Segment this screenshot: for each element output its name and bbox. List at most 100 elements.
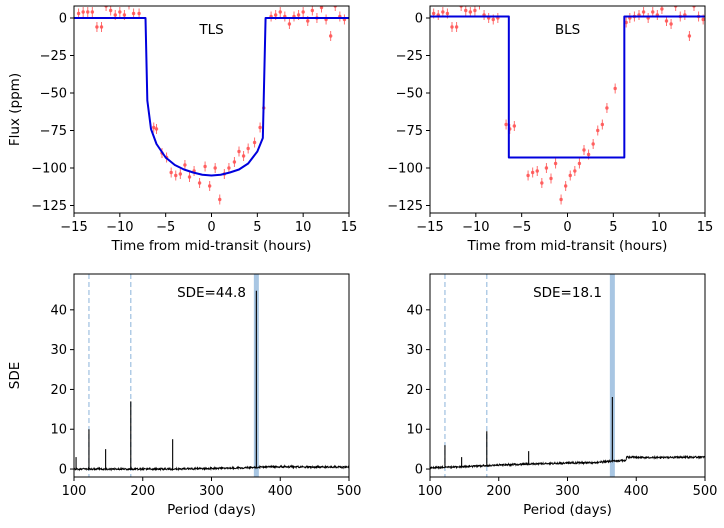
data-point (319, 6, 324, 10)
data-point (641, 10, 646, 14)
data-point (441, 10, 445, 14)
data-point (213, 166, 217, 170)
data-point (99, 25, 104, 29)
data-point (258, 125, 262, 130)
data-point (81, 10, 85, 14)
data-point (273, 13, 278, 17)
transit-tls-panel: TLS−15 −10 −5 0 5 10 150−25−50−75−100−125Time … (7, 5, 357, 254)
data-point (108, 8, 113, 13)
y-tick-label: 0 (59, 12, 67, 27)
x-tick-label: 0 (563, 220, 571, 235)
data-point (131, 11, 136, 16)
x-tick-label: −10 (106, 220, 133, 235)
data-point (301, 10, 305, 14)
y-tick-label: 40 (50, 303, 67, 318)
data-point (118, 10, 122, 14)
x-tick-label: 200 (130, 484, 155, 499)
data-point (122, 13, 127, 17)
data-point (504, 122, 508, 127)
data-point (445, 11, 450, 16)
x-tick-label: 300 (555, 484, 580, 499)
transit-bls-plot-area (430, 6, 705, 205)
data-point (559, 197, 563, 202)
data-point (287, 22, 292, 26)
data-point (152, 125, 156, 130)
data-point (664, 19, 669, 23)
x-tick-label: 5 (253, 220, 261, 235)
x-axis-label: Time from mid-transit (hours) (111, 238, 312, 254)
x-tick-label: 300 (199, 484, 224, 499)
data-point (252, 140, 257, 145)
data-point (183, 163, 187, 167)
data-point (563, 184, 568, 188)
data-point (669, 22, 673, 26)
data-point (573, 169, 577, 173)
data-point (306, 19, 310, 23)
periodogram-bls-plot-area (430, 274, 705, 477)
data-point (95, 25, 99, 29)
data-point (450, 25, 454, 29)
period-highlight-band (609, 274, 615, 477)
axes-frame (73, 273, 350, 478)
y-tick-label: 10 (406, 423, 423, 438)
y-tick-label: 40 (406, 303, 423, 318)
data-point (596, 128, 600, 133)
data-point (203, 164, 207, 169)
data-point (473, 8, 477, 13)
transit-bls-panel: BLS−15 −10 −5 0 5 10 150−25−50−75−100−125Time … (387, 5, 713, 254)
y-tick-label: −75 (396, 124, 423, 139)
y-tick-label: 10 (50, 423, 67, 438)
data-point (310, 8, 315, 13)
x-tick-label: 10 (651, 220, 668, 235)
periodogram-bls-panel: SDE=18.1 100 200 300 400 500 0 10 20 30 40 Period (… (406, 273, 718, 518)
y-tick-label: 30 (50, 343, 67, 358)
data-point (701, 17, 705, 22)
data-point (174, 173, 178, 178)
x-tick-label: 100 (418, 484, 443, 499)
y-tick-label: −50 (396, 87, 423, 102)
data-point (535, 169, 539, 173)
data-point (76, 11, 81, 16)
y-tick-label: −50 (40, 87, 67, 102)
x-tick-label: 400 (268, 484, 293, 499)
data-point (296, 13, 301, 17)
data-point (90, 10, 95, 14)
y-tick-label: 0 (415, 463, 423, 478)
x-tick-label: −15 (60, 220, 87, 235)
y-tick-label: −125 (387, 199, 423, 214)
data-point (113, 13, 117, 17)
data-point (687, 34, 692, 38)
data-point (586, 152, 591, 157)
data-point (660, 7, 664, 11)
y-axis-label: Flux (ppm) (7, 73, 23, 146)
data-point (468, 10, 473, 14)
periodogram-tls-plot-area (74, 274, 349, 477)
data-point (232, 160, 237, 164)
data-point (651, 10, 655, 14)
data-point (582, 148, 586, 152)
periodogram-line (74, 464, 349, 472)
data-point (577, 161, 582, 166)
x-tick-label: −5 (512, 220, 531, 235)
x-tick-label: 0 (207, 220, 215, 235)
x-tick-label: 500 (693, 484, 718, 499)
panel-title: TLS (198, 22, 223, 38)
data-point (464, 8, 468, 13)
sde-annotation: SDE=18.1 (533, 285, 602, 301)
y-tick-label: −125 (31, 199, 67, 214)
y-tick-label: −25 (396, 49, 423, 64)
y-tick-label: 20 (50, 383, 67, 398)
y-tick-label: 0 (59, 463, 67, 478)
data-point (246, 146, 250, 151)
x-axis-label: Period (days) (523, 502, 612, 518)
data-point (540, 181, 544, 185)
data-point (568, 173, 572, 178)
data-point (591, 142, 595, 146)
data-point (549, 176, 553, 181)
x-tick-label: −15 (416, 220, 443, 235)
data-point (600, 122, 605, 127)
data-point (526, 173, 530, 178)
transit-model-line (74, 17, 349, 177)
x-tick-label: 500 (337, 484, 362, 499)
periodogram-line (430, 454, 705, 470)
